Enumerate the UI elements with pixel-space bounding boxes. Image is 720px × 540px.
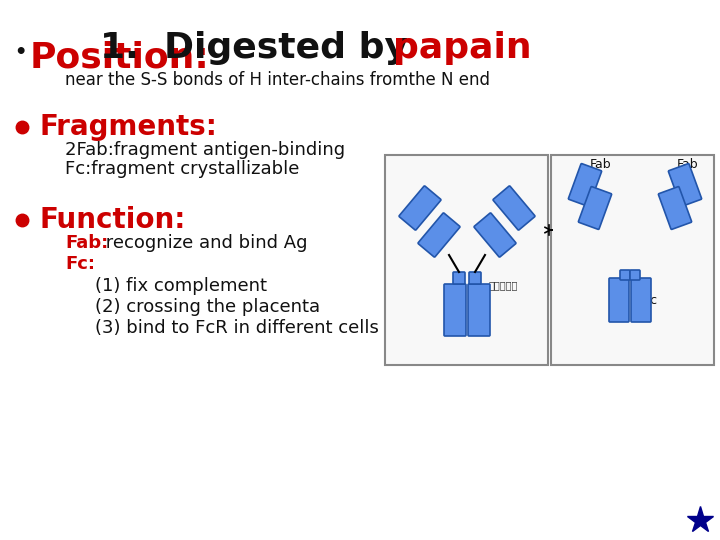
FancyBboxPatch shape [620,270,630,280]
FancyBboxPatch shape [568,164,602,206]
FancyBboxPatch shape [474,213,516,257]
FancyBboxPatch shape [399,186,441,230]
Text: Fragments:: Fragments: [40,113,218,141]
Text: 2Fab:fragment antigen-binding: 2Fab:fragment antigen-binding [65,141,345,159]
FancyBboxPatch shape [668,164,701,206]
FancyBboxPatch shape [468,284,490,336]
Text: Fc:: Fc: [65,255,95,273]
Text: 1.  Digested by: 1. Digested by [100,31,420,65]
Text: Fc: Fc [644,294,658,307]
FancyBboxPatch shape [630,270,640,280]
Bar [551,155,714,365]
FancyBboxPatch shape [418,213,460,257]
Text: papain: papain [393,31,531,65]
Text: recognize and bind Ag: recognize and bind Ag [100,234,307,252]
FancyBboxPatch shape [578,187,611,230]
Text: Fab: Fab [590,159,611,172]
Text: 木瓜蛋白酶: 木瓜蛋白酶 [489,280,518,290]
Text: (1) fix complement: (1) fix complement [95,277,267,295]
Text: Position:: Position: [30,41,210,75]
Text: Fc:fragment crystallizable: Fc:fragment crystallizable [65,160,300,178]
Text: •: • [14,44,27,63]
FancyBboxPatch shape [493,186,535,230]
Text: Fab: Fab [677,159,698,172]
Bar [385,155,548,365]
FancyBboxPatch shape [444,284,466,336]
Text: (2) crossing the placenta: (2) crossing the placenta [95,298,320,316]
FancyBboxPatch shape [469,272,481,284]
Text: Function:: Function: [40,206,186,234]
FancyBboxPatch shape [453,272,465,284]
Text: (3) bind to FcR in different cells: (3) bind to FcR in different cells [95,319,379,337]
Text: Fab:: Fab: [65,234,108,252]
FancyBboxPatch shape [609,278,629,322]
FancyBboxPatch shape [631,278,651,322]
FancyBboxPatch shape [658,187,692,230]
Text: near the S-S bonds of H inter-chains fromthe N end: near the S-S bonds of H inter-chains fro… [65,71,490,89]
